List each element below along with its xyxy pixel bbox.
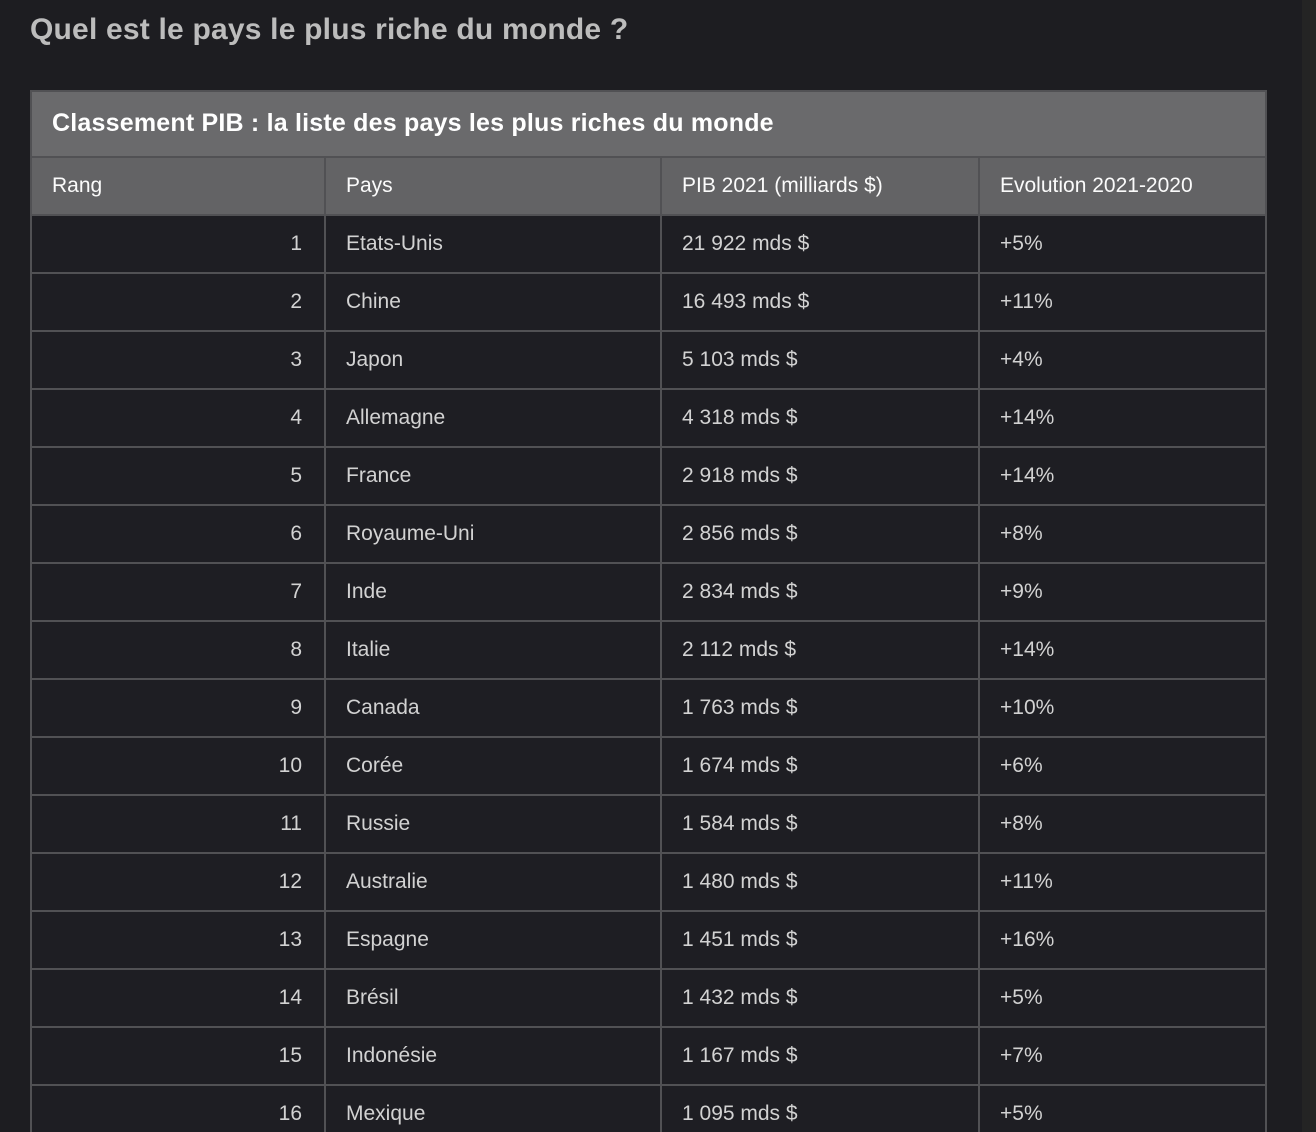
country-cell: France	[324, 445, 662, 506]
evolution-cell: +14%	[977, 619, 1268, 680]
table-row: 16 Mexique 1 095 mds $ +5%	[30, 1083, 1268, 1132]
gdp-ranking-table: Classement PIB : la liste des pays les p…	[29, 89, 1268, 1132]
evolution-cell: +4%	[977, 329, 1268, 390]
gdp-cell: 1 674 mds $	[660, 735, 980, 796]
table-row: 8 Italie 2 112 mds $ +14%	[30, 619, 1268, 680]
rank-cell: 3	[30, 329, 326, 390]
rank-cell: 4	[30, 387, 326, 448]
table-row: 5 France 2 918 mds $ +14%	[30, 445, 1268, 506]
rank-cell: 8	[30, 619, 326, 680]
gdp-cell: 1 763 mds $	[660, 677, 980, 738]
column-header-rang: Rang	[30, 155, 326, 216]
table-row: 14 Brésil 1 432 mds $ +5%	[30, 967, 1268, 1028]
rank-cell: 13	[30, 909, 326, 970]
country-cell: Italie	[324, 619, 662, 680]
country-cell: Brésil	[324, 967, 662, 1028]
table-row: 15 Indonésie 1 167 mds $ +7%	[30, 1025, 1268, 1086]
table-row: 12 Australie 1 480 mds $ +11%	[30, 851, 1268, 912]
country-cell: Indonésie	[324, 1025, 662, 1086]
gdp-cell: 2 834 mds $	[660, 561, 980, 622]
column-header-evolution: Evolution 2021-2020	[977, 155, 1268, 216]
gdp-cell: 4 318 mds $	[660, 387, 980, 448]
column-header-pib: PIB 2021 (milliards $)	[660, 155, 980, 216]
evolution-cell: +5%	[977, 213, 1268, 274]
table-row: 9 Canada 1 763 mds $ +10%	[30, 677, 1268, 738]
country-cell: Chine	[324, 271, 662, 332]
evolution-cell: +6%	[977, 735, 1268, 796]
table-row: 6 Royaume-Uni 2 856 mds $ +8%	[30, 503, 1268, 564]
rank-cell: 7	[30, 561, 326, 622]
gdp-cell: 1 095 mds $	[660, 1083, 980, 1132]
gdp-cell: 16 493 mds $	[660, 271, 980, 332]
evolution-cell: +11%	[977, 851, 1268, 912]
rank-cell: 2	[30, 271, 326, 332]
page-title: Quel est le pays le plus riche du monde …	[30, 13, 629, 46]
evolution-cell: +8%	[977, 503, 1268, 564]
country-cell: Espagne	[324, 909, 662, 970]
evolution-cell: +7%	[977, 1025, 1268, 1086]
table-row: 11 Russie 1 584 mds $ +8%	[30, 793, 1268, 854]
gdp-cell: 1 432 mds $	[660, 967, 980, 1028]
country-cell: Australie	[324, 851, 662, 912]
country-cell: Canada	[324, 677, 662, 738]
rank-cell: 5	[30, 445, 326, 506]
country-cell: Japon	[324, 329, 662, 390]
rank-cell: 6	[30, 503, 326, 564]
country-cell: Allemagne	[324, 387, 662, 448]
table-caption-row: Classement PIB : la liste des pays les p…	[29, 89, 1268, 158]
evolution-cell: +16%	[977, 909, 1268, 970]
rank-cell: 10	[30, 735, 326, 796]
table-body: 1 Etats-Unis 21 922 mds $ +5% 2 Chine 16 493 m…	[30, 213, 1268, 1132]
gdp-cell: 2 856 mds $	[660, 503, 980, 564]
gdp-cell: 1 480 mds $	[660, 851, 980, 912]
country-cell: Etats-Unis	[324, 213, 662, 274]
column-header-pays: Pays	[324, 155, 662, 216]
rank-cell: 16	[30, 1083, 326, 1132]
gdp-cell: 2 112 mds $	[660, 619, 980, 680]
country-cell: Inde	[324, 561, 662, 622]
evolution-cell: +9%	[977, 561, 1268, 622]
rank-cell: 12	[30, 851, 326, 912]
country-cell: Mexique	[324, 1083, 662, 1132]
gdp-cell: 5 103 mds $	[660, 329, 980, 390]
table-row: 2 Chine 16 493 mds $ +11%	[30, 271, 1268, 332]
evolution-cell: +8%	[977, 793, 1268, 854]
evolution-cell: +14%	[977, 387, 1268, 448]
gdp-cell: 1 451 mds $	[660, 909, 980, 970]
evolution-cell: +5%	[977, 967, 1268, 1028]
table-header-row: Rang Pays PIB 2021 (milliards $) Evoluti…	[30, 155, 1268, 216]
rank-cell: 11	[30, 793, 326, 854]
scrollbar-track[interactable]	[1302, 0, 1316, 1132]
gdp-cell: 2 918 mds $	[660, 445, 980, 506]
table-row: 10 Corée 1 674 mds $ +6%	[30, 735, 1268, 796]
rank-cell: 1	[30, 213, 326, 274]
gdp-cell: 21 922 mds $	[660, 213, 980, 274]
evolution-cell: +11%	[977, 271, 1268, 332]
rank-cell: 14	[30, 967, 326, 1028]
gdp-cell: 1 167 mds $	[660, 1025, 980, 1086]
table-row: 13 Espagne 1 451 mds $ +16%	[30, 909, 1268, 970]
table-row: 1 Etats-Unis 21 922 mds $ +5%	[30, 213, 1268, 274]
country-cell: Royaume-Uni	[324, 503, 662, 564]
evolution-cell: +10%	[977, 677, 1268, 738]
rank-cell: 9	[30, 677, 326, 738]
table-row: 3 Japon 5 103 mds $ +4%	[30, 329, 1268, 390]
table-caption: Classement PIB : la liste des pays les p…	[29, 89, 1268, 158]
main-content: Quel est le pays le plus riche du monde …	[0, 10, 1316, 1132]
country-cell: Russie	[324, 793, 662, 854]
rank-cell: 15	[30, 1025, 326, 1086]
table-row: 7 Inde 2 834 mds $ +9%	[30, 561, 1268, 622]
gdp-cell: 1 584 mds $	[660, 793, 980, 854]
country-cell: Corée	[324, 735, 662, 796]
evolution-cell: +14%	[977, 445, 1268, 506]
evolution-cell: +5%	[977, 1083, 1268, 1132]
table-row: 4 Allemagne 4 318 mds $ +14%	[30, 387, 1268, 448]
